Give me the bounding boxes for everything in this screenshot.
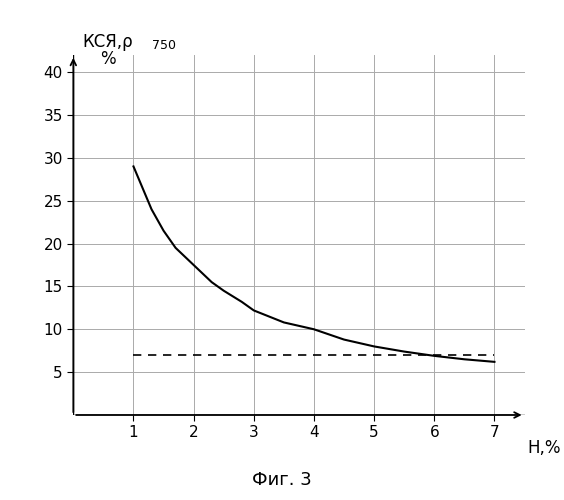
Text: Фиг. 3: Фиг. 3 <box>252 471 312 489</box>
Text: H,%: H,% <box>527 439 561 457</box>
Text: КСЯ,ρ: КСЯ,ρ <box>82 34 133 52</box>
Text: %: % <box>100 50 116 68</box>
Text: 750: 750 <box>152 40 177 52</box>
